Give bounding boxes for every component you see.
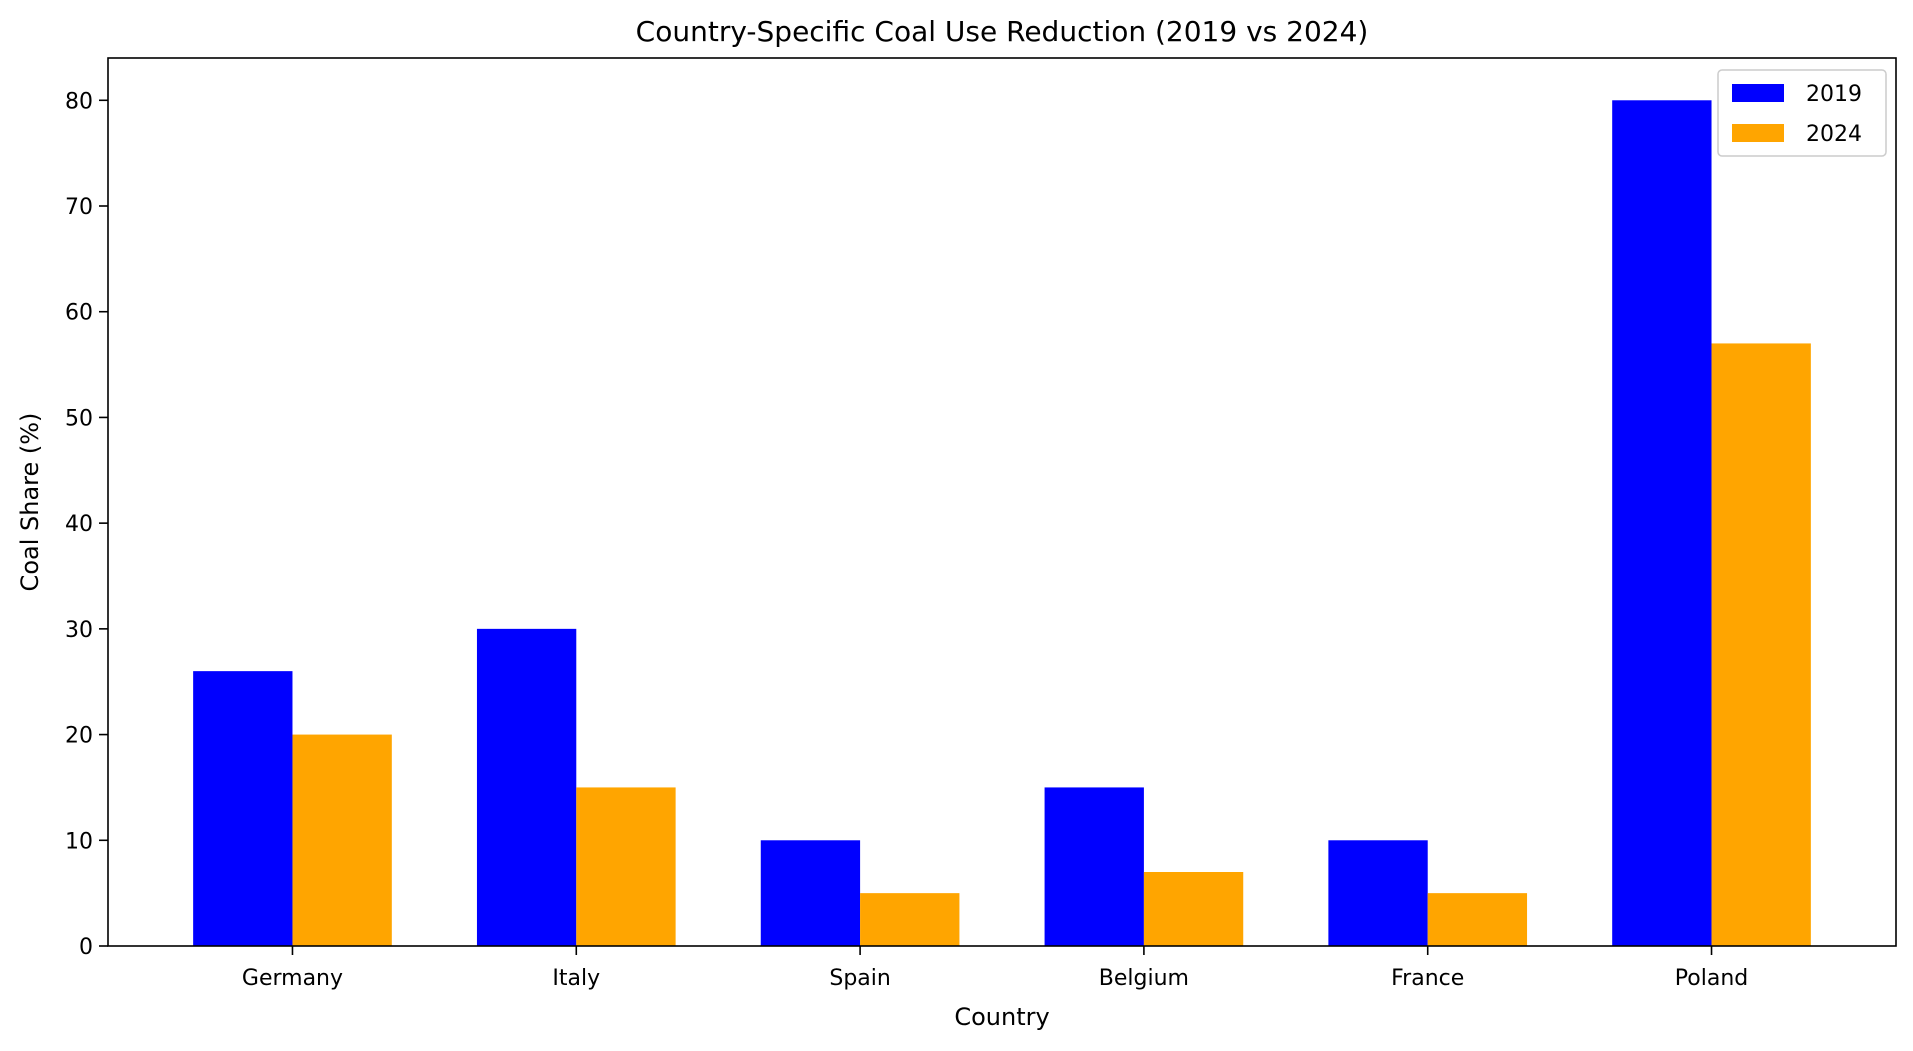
legend-swatch-2024 xyxy=(1732,124,1784,142)
bar-2024-germany xyxy=(292,734,392,946)
x-tick-label: Italy xyxy=(552,966,600,991)
y-tick-label: 60 xyxy=(65,301,93,326)
legend-items: 2019 2024 xyxy=(1732,82,1862,147)
bars-layer xyxy=(193,100,1811,947)
y-tick-label: 50 xyxy=(65,406,93,431)
plot-frame xyxy=(107,57,1897,947)
x-tick-label: Germany xyxy=(242,966,343,991)
bar-2019-poland xyxy=(1612,100,1712,947)
chart-title: Country-Specific Coal Use Reduction (201… xyxy=(636,15,1369,48)
bar-2019-italy xyxy=(476,628,577,946)
bar-2024-france xyxy=(1427,893,1528,946)
bar-2024-belgium xyxy=(1143,872,1244,946)
legend: 2019 2024 xyxy=(1717,69,1887,157)
y-tick-label: 20 xyxy=(65,724,93,749)
legend-label-2024: 2024 xyxy=(1806,122,1862,147)
x-tick-label: Poland xyxy=(1675,966,1748,991)
bar-2024-italy xyxy=(576,787,676,946)
bar-2019-germany xyxy=(193,671,293,946)
bar-2024-spain xyxy=(860,893,960,946)
y-tick-label: 70 xyxy=(65,195,93,220)
y-axis: 0 10 20 30 40 50 60 70 80 xyxy=(65,89,108,960)
x-tick-label: France xyxy=(1391,966,1464,991)
x-axis-label: Country xyxy=(954,1003,1049,1031)
x-axis: Germany Italy Spain Belgium France Poland xyxy=(242,946,1748,991)
bar-2019-spain xyxy=(760,840,861,946)
x-tick-label: Spain xyxy=(829,966,890,991)
y-tick-label: 80 xyxy=(65,89,93,114)
y-tick-label: 40 xyxy=(65,512,93,537)
bar-2019-france xyxy=(1328,840,1428,946)
y-tick-label: 30 xyxy=(65,618,93,643)
y-tick-label: 10 xyxy=(65,829,93,854)
bar-2019-belgium xyxy=(1044,787,1144,946)
y-axis-label: Coal Share (%) xyxy=(16,413,44,592)
y-tick-label: 0 xyxy=(79,935,93,960)
legend-label-2019: 2019 xyxy=(1806,82,1862,107)
x-tick-label: Belgium xyxy=(1099,966,1189,991)
bar-2024-poland xyxy=(1711,343,1811,946)
legend-swatch-2019 xyxy=(1732,84,1784,102)
